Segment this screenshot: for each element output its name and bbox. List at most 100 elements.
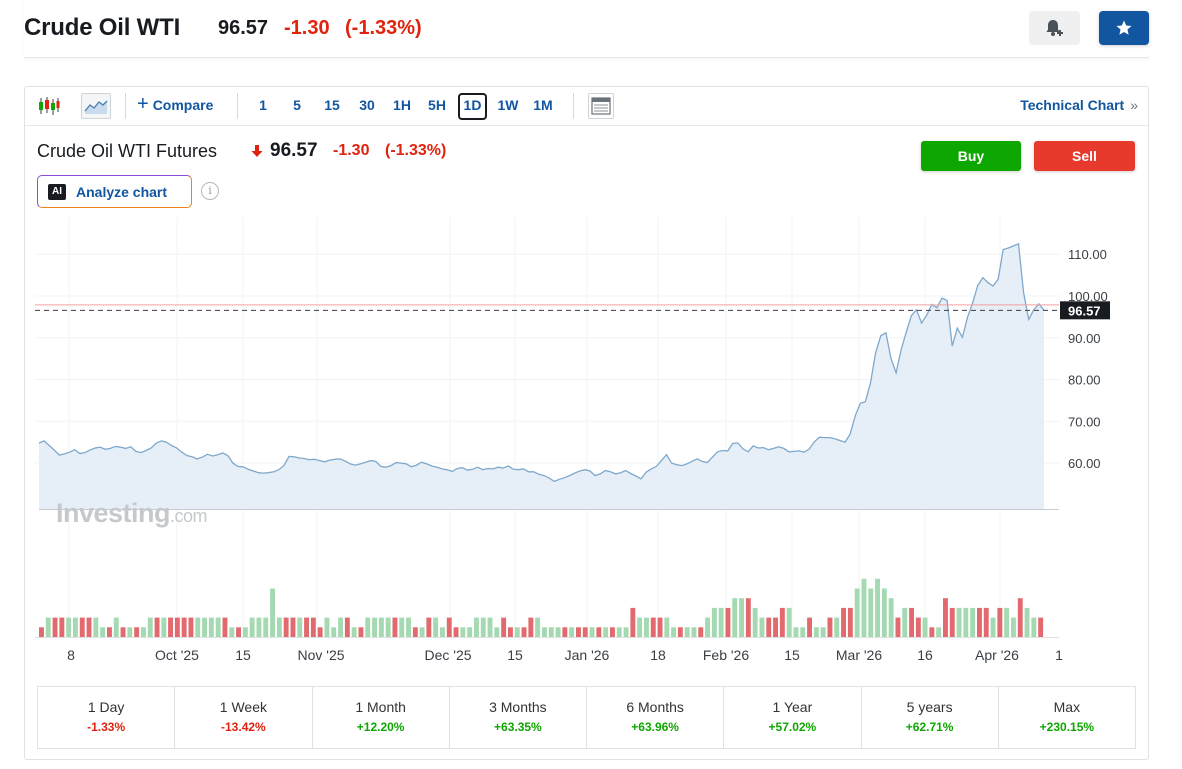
price-chart[interactable]: 60.00 70.00 80.00 90.00 100.00 110.00 96.57 8 Oc… [25,217,1148,667]
volume-bar [759,617,765,637]
interval-1w[interactable]: 1W [497,97,519,113]
volume-bar [671,627,676,637]
volume-bar [589,627,595,637]
volume-bar [521,627,527,637]
area-chart-type-button[interactable] [81,93,111,119]
performance-cell[interactable]: 1 Day -1.33% [38,687,176,748]
volume-bar [161,617,167,637]
volume-bar [902,607,908,637]
volume-bar [623,627,629,637]
volume-bar [202,617,207,637]
volume-bar [270,588,275,637]
volume-bar [1004,607,1010,637]
volume-bar [147,617,153,637]
volume-bar [718,607,724,637]
buy-button[interactable]: Buy [921,141,1021,171]
volume-bar [338,617,343,637]
bell-plus-icon [1046,20,1063,36]
volume-bar [487,617,493,637]
volume-bar [576,627,581,637]
volume-bar [698,627,704,637]
volume-bar [474,617,479,637]
x-tick-label: 18 [650,647,666,663]
volume-bar [881,588,887,637]
compare-label: Compare [152,97,214,113]
performance-cell[interactable]: 5 years +62.71% [862,687,999,748]
volume-bar [555,627,561,637]
performance-period-value: +230.15% [1039,720,1095,734]
volume-bar [983,607,989,637]
volume-bar [378,617,384,637]
volume-bar [195,617,201,637]
volume-bar [344,617,350,637]
performance-period-value: +12.20% [356,720,405,734]
volume-bar [174,617,180,637]
x-tick-label: 16 [917,647,933,663]
interval-1h[interactable]: 1H [393,97,411,113]
volume-bar [854,588,860,637]
volume-bar [73,617,78,637]
volume-bar [93,617,99,637]
performance-cell[interactable]: 6 Months +63.96% [587,687,725,748]
volume-bar [86,617,92,637]
interval-1[interactable]: 1 [259,97,267,113]
volume-bar [603,627,609,637]
technical-chart-link[interactable]: Technical Chart » [1020,97,1138,113]
volume-bar [501,617,507,637]
volume-bar [1038,617,1044,637]
volume-bar [419,627,425,637]
price-area [39,243,1044,510]
x-tick-label: Jan '26 [565,647,610,663]
interval-30[interactable]: 30 [359,97,375,113]
performance-period-value: -1.33% [87,720,126,734]
interval-15[interactable]: 15 [324,97,340,113]
interval-1d[interactable]: 1D [458,93,487,120]
candlestick-chart-type-button[interactable] [37,93,61,119]
volume-bar [100,627,106,637]
volume-bar [514,627,520,637]
volume-bar [331,627,337,637]
add-to-watchlist-button[interactable] [1099,11,1149,45]
compare-button[interactable]: + Compare [137,94,214,114]
interval-1m[interactable]: 1M [533,97,553,113]
volume-bar [739,598,744,637]
arrow-down-icon [251,145,263,157]
volume-bar [66,617,72,637]
volume-bar [446,617,452,637]
sell-button[interactable]: Sell [1034,141,1135,171]
instrument-name: Crude Oil WTI Futures [37,141,218,161]
info-icon[interactable]: i [201,182,219,200]
x-tick-label: 15 [784,647,800,663]
volume-bar [1011,617,1016,637]
volume-bar [677,627,683,637]
volume-bar [242,627,248,637]
volume-bar [596,627,602,637]
toolbar-separator [125,93,126,119]
interval-5h[interactable]: 5H [428,97,446,113]
volume-bar [263,617,269,637]
watermark-brand: Investing [56,498,171,528]
performance-cell[interactable]: 3 Months +63.35% [450,687,587,748]
x-tick-label: 1 [1055,647,1063,663]
performance-cell[interactable]: 1 Week -13.42% [175,687,313,748]
performance-cell[interactable]: Max +230.15% [999,687,1135,748]
ai-icon: AI [48,183,66,200]
volume-bar [644,617,649,637]
create-alert-button[interactable] [1029,11,1080,45]
performance-cell[interactable]: 1 Year +57.02% [724,687,862,748]
performance-period-value: -13.42% [221,720,266,734]
x-tick-label: Dec '25 [424,647,471,663]
chart-toolbar: + Compare 1 5 15 30 1H 5H 1D 1W 1M Techn… [25,87,1148,126]
data-table-button[interactable] [588,93,614,119]
y-tick-label: 110.00 [1068,247,1107,262]
volume-bar [637,617,643,637]
volume-bar [915,617,921,637]
volume-bar [977,607,982,637]
volume-bar [875,578,880,637]
analyze-chart-button[interactable]: AI Analyze chart [37,175,192,208]
volume-bar [943,598,948,637]
volume-bar [786,607,792,637]
interval-5[interactable]: 5 [293,97,301,113]
volume-bar [426,617,432,637]
performance-cell[interactable]: 1 Month +12.20% [313,687,450,748]
